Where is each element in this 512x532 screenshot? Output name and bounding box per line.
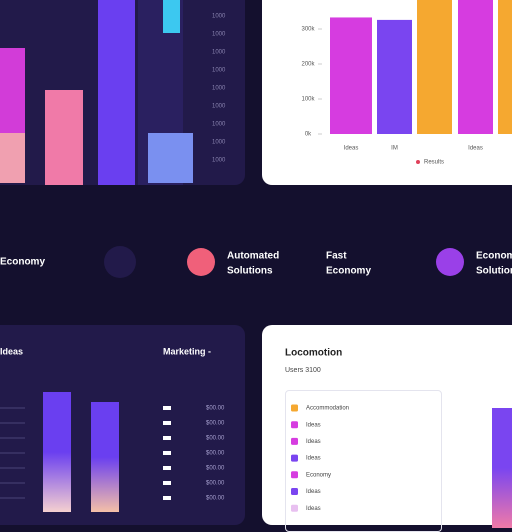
row-value: $00.00 bbox=[206, 406, 225, 412]
bar bbox=[458, 0, 493, 134]
x-tick-label: Ideas bbox=[468, 146, 483, 152]
bar-deco bbox=[98, 0, 135, 185]
axis-label: 1000 bbox=[212, 140, 226, 146]
row-chip bbox=[163, 466, 171, 470]
panel-bottom-left bbox=[0, 325, 245, 525]
overlay: 0k 100k 200k 300k Ideas IM Ideas Results 1000 10… bbox=[0, 0, 512, 512]
row-value: $00.00 bbox=[206, 451, 225, 457]
row-chip bbox=[163, 496, 171, 500]
item-label: Ideas bbox=[306, 506, 321, 512]
feature-text: Fast bbox=[326, 251, 347, 262]
bar-deco bbox=[148, 133, 193, 183]
item-label: Ideas bbox=[306, 439, 321, 445]
row-value: $00.00 bbox=[206, 481, 225, 487]
item-icon bbox=[291, 504, 298, 512]
feature-text: Automated bbox=[227, 251, 279, 262]
y-tick-label: 300k bbox=[301, 27, 315, 33]
panel-heading: Marketing - bbox=[163, 346, 211, 356]
item-icon bbox=[291, 454, 298, 462]
item-icon bbox=[291, 471, 298, 479]
axis-label: 1000 bbox=[212, 50, 226, 56]
axis-label: 1000 bbox=[212, 32, 226, 38]
y-tick-label: 200k bbox=[301, 62, 315, 68]
bar bbox=[377, 19, 412, 134]
item-icon bbox=[291, 404, 298, 412]
x-tick-label: IM bbox=[391, 146, 398, 152]
icon bbox=[104, 246, 136, 278]
icon bbox=[187, 248, 215, 276]
bar-deco bbox=[163, 0, 180, 33]
item-label: Economy bbox=[306, 472, 331, 478]
item-icon bbox=[291, 421, 298, 429]
item-icon bbox=[291, 488, 298, 495]
row-value: $00.00 bbox=[206, 436, 225, 442]
shape-deco bbox=[492, 408, 512, 528]
bar bbox=[498, 0, 512, 134]
bar-deco bbox=[45, 90, 83, 185]
bar-deco bbox=[0, 48, 25, 133]
item-label: Ideas bbox=[306, 456, 321, 462]
x-tick-label: Ideas bbox=[344, 146, 359, 152]
axis-label: 1000 bbox=[212, 122, 226, 128]
row-value: $00.00 bbox=[206, 421, 225, 427]
panel-title: Ideas bbox=[0, 346, 23, 356]
row-chip bbox=[163, 406, 171, 410]
axis-label: 1000 bbox=[212, 68, 226, 74]
feature-text: Economy bbox=[0, 257, 45, 268]
feature-text: Solutions bbox=[227, 266, 273, 277]
bar-deco bbox=[0, 133, 25, 183]
y-tick-label: 100k bbox=[301, 97, 315, 103]
legend-dot bbox=[416, 160, 420, 164]
axis-label: 1000 bbox=[212, 158, 226, 164]
item-label: Ideas bbox=[306, 422, 321, 428]
row-chip bbox=[163, 421, 171, 425]
legend-label: Results bbox=[424, 160, 444, 166]
item-icon bbox=[291, 437, 298, 445]
bar bbox=[417, 0, 452, 134]
item-label: Ideas bbox=[306, 489, 321, 495]
axis-label: 1000 bbox=[212, 104, 226, 110]
feature-text: Economy bbox=[326, 266, 371, 277]
row-value: $00.00 bbox=[206, 466, 225, 472]
icon bbox=[436, 248, 464, 276]
panel-top-left bbox=[0, 0, 245, 185]
bar-deco bbox=[91, 402, 119, 512]
axis-label: 1000 bbox=[212, 86, 226, 92]
feature-text: Economy bbox=[476, 251, 512, 262]
panel-bottom-right bbox=[262, 325, 512, 532]
row-chip bbox=[163, 481, 171, 485]
item-label: Accommodation bbox=[306, 406, 349, 412]
feature-text: Solutions bbox=[476, 266, 512, 277]
y-tick-label: 0k bbox=[305, 132, 312, 138]
panel-title: Locomotion bbox=[285, 348, 342, 359]
row-chip bbox=[163, 451, 171, 455]
bar bbox=[330, 17, 372, 135]
axis-label: 1000 bbox=[212, 14, 226, 20]
bar-deco bbox=[43, 392, 71, 512]
row-value: $00.00 bbox=[206, 496, 225, 502]
row-chip bbox=[163, 436, 171, 440]
panel-subtitle: Users 3100 bbox=[285, 367, 321, 374]
